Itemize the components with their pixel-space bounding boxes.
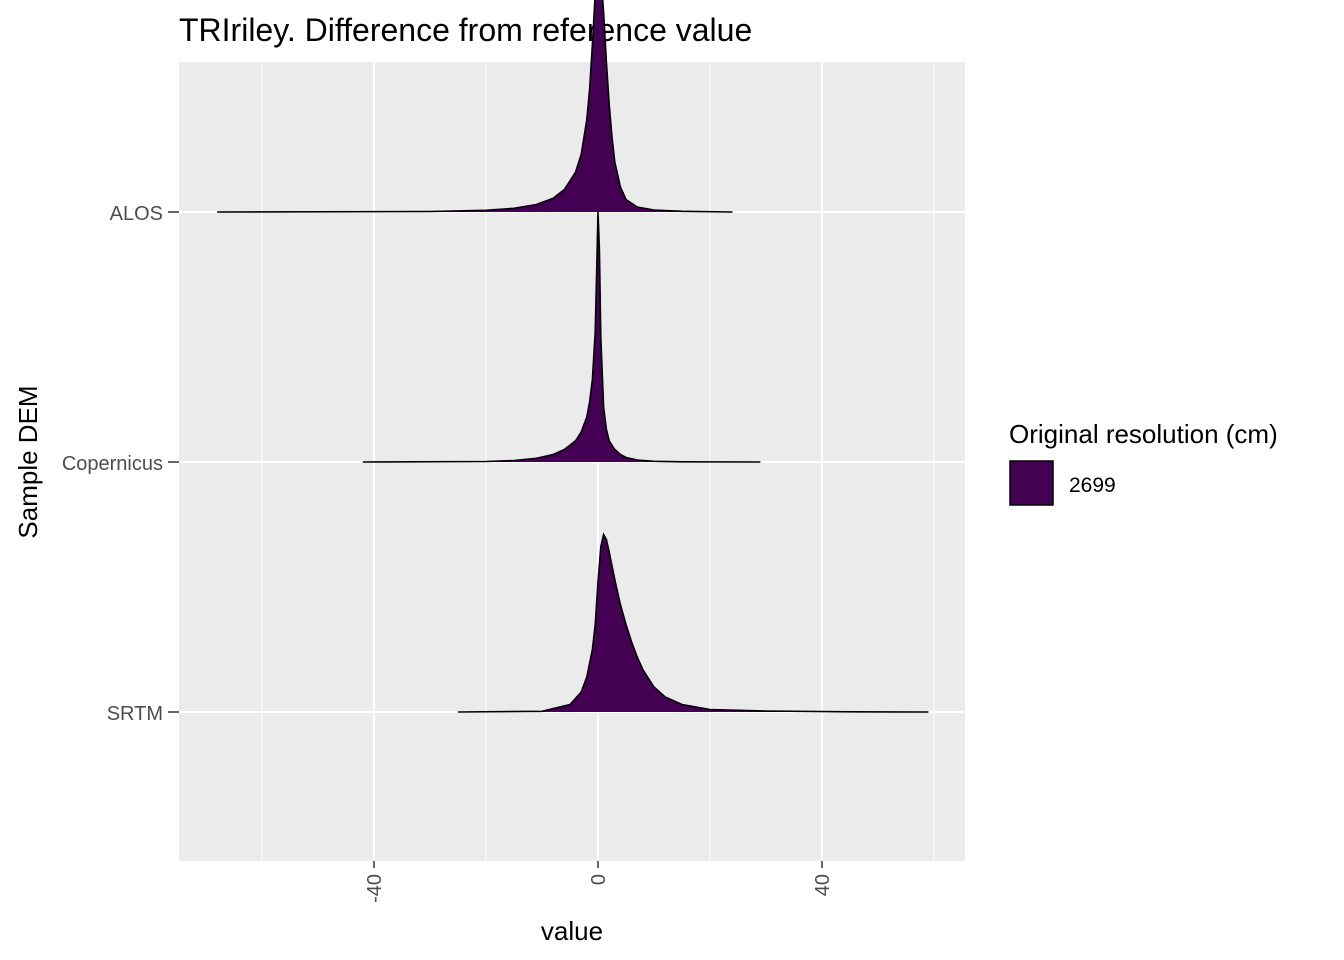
legend-title: Original resolution (cm) <box>1009 419 1278 449</box>
ridge-outline-srtm <box>457 532 929 713</box>
x-axis-title: value <box>541 916 603 946</box>
x-tick-label: 0 <box>588 874 610 885</box>
ridge-fill-alos <box>217 0 733 212</box>
x-tick-label: 40 <box>812 874 834 896</box>
ridge-outline-alos <box>217 0 733 213</box>
legend: Original resolution (cm) 2699 <box>1009 419 1278 506</box>
legend-label: 2699 <box>1069 474 1116 497</box>
ridge-outline-copernicus <box>362 211 761 463</box>
y-axis-ticks <box>168 211 179 713</box>
x-tick-label: -40 <box>364 874 386 903</box>
y-axis-title: Sample DEM <box>13 385 43 538</box>
y-axis: ALOS Copernicus SRTM <box>62 203 163 725</box>
legend-key-swatch <box>1009 460 1054 506</box>
y-tick-label-copernicus: Copernicus <box>62 453 163 475</box>
y-tick-label-srtm: SRTM <box>107 703 163 725</box>
chart-title: TRIriley. Difference from reference valu… <box>179 12 752 48</box>
y-tick-label-alos: ALOS <box>110 203 163 225</box>
x-axis: -40 0 40 <box>364 861 834 903</box>
density-ridges <box>217 0 929 713</box>
